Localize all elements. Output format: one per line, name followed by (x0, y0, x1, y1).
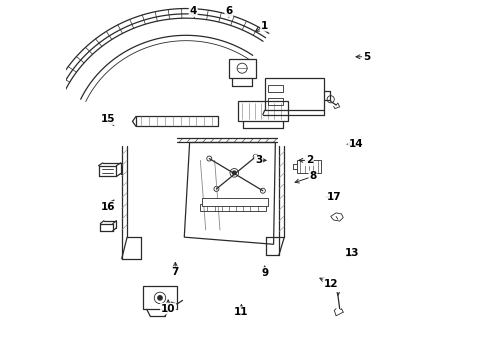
Text: 5: 5 (363, 52, 370, 62)
Bar (143, 286, 177, 309)
Text: 3: 3 (255, 156, 262, 165)
Text: 4: 4 (190, 6, 197, 17)
Text: 17: 17 (327, 192, 342, 202)
Bar (238, 102, 288, 121)
Text: 15: 15 (101, 114, 116, 124)
Text: 7: 7 (172, 267, 179, 277)
Bar (268, 85, 283, 93)
Circle shape (232, 171, 236, 175)
Text: 1: 1 (261, 21, 268, 31)
Circle shape (158, 296, 162, 300)
Text: 16: 16 (101, 202, 116, 212)
Text: 13: 13 (345, 248, 360, 258)
Bar (202, 198, 268, 206)
Text: 2: 2 (306, 156, 313, 165)
Bar (268, 98, 283, 105)
Text: 6: 6 (225, 6, 233, 17)
Bar (229, 59, 256, 78)
Text: 11: 11 (234, 307, 249, 317)
Text: 10: 10 (161, 303, 175, 314)
Text: 9: 9 (261, 268, 268, 278)
Text: 14: 14 (348, 139, 363, 149)
Text: 8: 8 (309, 171, 317, 181)
Bar (265, 78, 323, 111)
Bar (200, 203, 267, 211)
Text: 12: 12 (323, 279, 338, 289)
Bar (297, 160, 321, 173)
Bar (136, 116, 218, 126)
